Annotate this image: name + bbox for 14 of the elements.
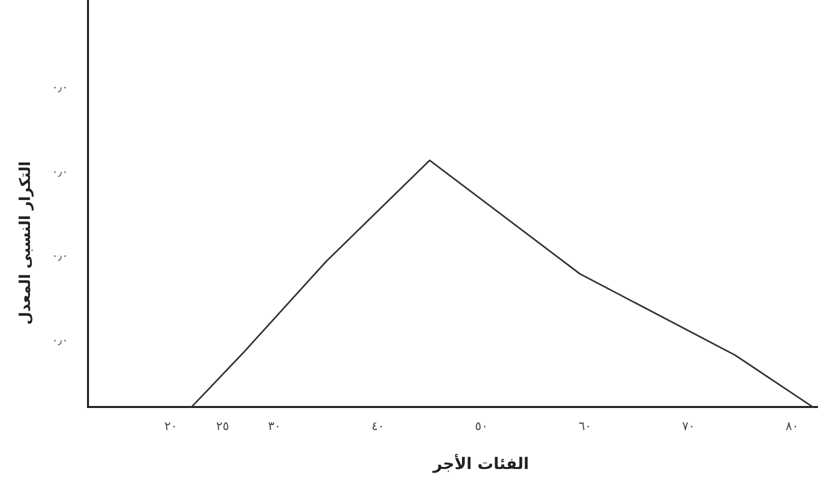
x-axis-title: الفئات الأجر [432, 454, 530, 473]
annotation: ٠٫٠ [52, 248, 68, 263]
x-tick-label: ٥٠ [475, 419, 488, 433]
y-axis-title: التكرار النسبى المعدل [16, 161, 34, 325]
x-tick-label: ٦٠ [578, 419, 592, 433]
x-tick-label: ٧٠ [682, 419, 696, 433]
annotation: ٠٫٠ [52, 333, 68, 347]
x-tick-label: ٨٠ [786, 419, 799, 433]
annotation: ٠٫٠ [52, 80, 68, 94]
annotation: ٠٫٠ [52, 164, 68, 178]
x-tick-label: ٤٠ [371, 419, 384, 433]
x-tick-label: ٢٠ [164, 419, 178, 433]
x-tick-label: ٢٥ [216, 419, 230, 433]
x-tick-label: ٣٠ [268, 419, 281, 433]
